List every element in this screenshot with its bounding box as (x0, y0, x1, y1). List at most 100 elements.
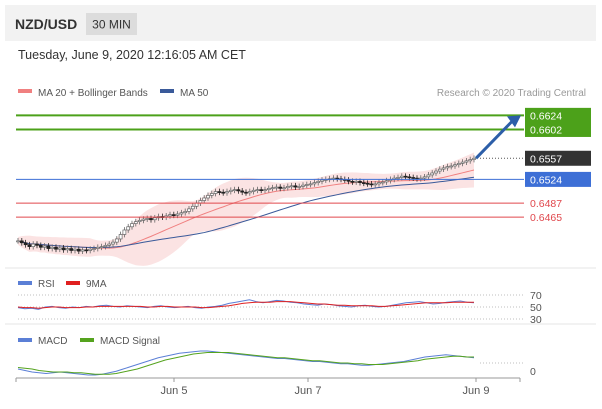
candle (346, 177, 351, 185)
candle-body (50, 246, 55, 249)
candle (65, 245, 70, 253)
candle-body (316, 180, 321, 183)
candle (228, 187, 233, 195)
candle (122, 227, 127, 238)
rsi-tick-label: 50 (530, 302, 542, 314)
candle-body (54, 246, 58, 250)
candle (190, 203, 195, 212)
candle-body (361, 182, 366, 184)
candle-body (270, 187, 275, 190)
candle (221, 189, 226, 196)
candle (187, 205, 191, 215)
macd-signal-legend-label: MACD Signal (100, 336, 160, 347)
candle-body (244, 191, 248, 194)
candle (92, 245, 96, 253)
candle (19, 237, 24, 246)
candle (232, 186, 237, 194)
timeframe-badge (86, 13, 137, 35)
candle-body (69, 248, 74, 251)
candle (449, 163, 454, 170)
candle-body (179, 212, 184, 215)
candle (16, 237, 20, 244)
candle-body (468, 159, 473, 162)
macd-signal-legend-swatch (80, 338, 94, 342)
candle-body (217, 191, 222, 193)
candle-body (301, 184, 305, 187)
candle (403, 173, 408, 180)
candle (472, 155, 476, 163)
rsi-legend-label: RSI (38, 279, 55, 290)
candle-body (278, 186, 283, 189)
candle-body (141, 218, 146, 221)
candle (202, 195, 207, 204)
candle (99, 243, 104, 251)
candle (103, 242, 108, 250)
candle (88, 246, 93, 254)
candle-body (320, 179, 324, 182)
level-resistance-2-label: 0.6624 (530, 110, 562, 122)
candle-body (107, 243, 112, 246)
pair-title: NZD/USD (15, 16, 77, 32)
candle-body (346, 179, 351, 182)
candle-body (240, 190, 245, 193)
candle-body (213, 191, 218, 194)
candle-body (137, 220, 142, 223)
candle-body (84, 249, 89, 252)
candle-body (190, 205, 195, 210)
candle (308, 181, 313, 188)
candle (396, 174, 400, 181)
candle (118, 231, 123, 242)
candle-body (149, 218, 153, 221)
candle-body (80, 249, 85, 252)
timeframe-label: 30 MIN (92, 18, 131, 32)
candle-body (251, 189, 256, 192)
candle-body (456, 163, 461, 166)
x-tick-label: Jun 5 (161, 385, 188, 397)
candle-body (422, 176, 427, 179)
candle (225, 188, 229, 196)
candle (126, 223, 131, 233)
candle (289, 182, 294, 190)
candle-body (308, 183, 313, 186)
candle (80, 246, 85, 254)
candle (46, 243, 51, 252)
candle (217, 188, 222, 196)
candle-body (464, 160, 469, 163)
level-support-2-label: 0.6465 (530, 212, 562, 224)
candle-body (99, 246, 104, 248)
candle-body (430, 172, 435, 176)
candle (240, 188, 245, 196)
candle-body (285, 186, 290, 189)
candle (361, 179, 366, 187)
candle (266, 185, 271, 193)
candle-body (46, 245, 51, 249)
candle (114, 236, 119, 246)
candle-body (65, 248, 70, 251)
candle (365, 180, 370, 187)
candle (430, 170, 435, 178)
macd-tick-label: 0 (530, 366, 536, 378)
candle-body (38, 245, 43, 248)
candle-body (145, 218, 150, 220)
candle-body (441, 167, 446, 170)
candle-body (168, 214, 172, 217)
candle-body (453, 164, 457, 167)
candle-body (282, 187, 286, 190)
candle-body (73, 248, 77, 251)
candle (456, 160, 461, 168)
candle-body (61, 247, 66, 251)
candle (69, 245, 74, 254)
candle-body (206, 195, 210, 199)
candle-body (369, 183, 374, 186)
candle (263, 186, 267, 194)
candle-body (350, 180, 355, 183)
candle (54, 244, 58, 253)
candle-body (373, 183, 378, 186)
candle (31, 241, 36, 250)
level-pivot-tag (525, 171, 591, 187)
candle-body (76, 248, 81, 252)
candle (373, 181, 378, 188)
candle (251, 187, 256, 195)
candle-body (384, 180, 389, 183)
